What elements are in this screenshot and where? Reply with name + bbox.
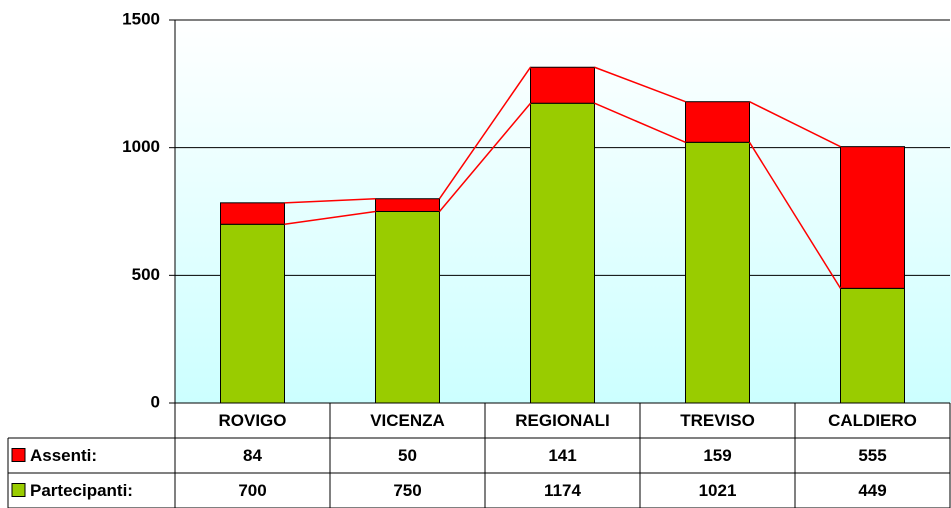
series-line: [438, 102, 532, 212]
legend-label: Partecipanti:: [30, 481, 133, 500]
table-value: 141: [548, 446, 576, 465]
series-line: [749, 101, 841, 148]
series-line: [284, 210, 376, 226]
table-value: 555: [858, 446, 886, 465]
bar-segment: [220, 223, 285, 404]
bar-segment: [840, 287, 905, 404]
x-tick-label: REGIONALI: [515, 411, 609, 430]
table-value: 750: [393, 481, 421, 500]
x-tick-label: VICENZA: [370, 411, 445, 430]
table-value: 449: [858, 481, 886, 500]
bar-segment: [375, 211, 440, 404]
bar-segment: [685, 101, 750, 143]
series-line: [748, 141, 842, 289]
table-value: 1021: [699, 481, 737, 500]
series-line: [594, 66, 686, 103]
table-value: 84: [243, 446, 262, 465]
x-tick-label: CALDIERO: [828, 411, 917, 430]
y-tick-label: 1500: [122, 9, 160, 28]
y-tick-label: 0: [151, 392, 160, 411]
legend-key: [11, 483, 26, 497]
y-tick-label: 500: [132, 265, 160, 284]
y-tick-label: 1000: [122, 137, 160, 156]
table-value: 1174: [544, 481, 581, 500]
bar-segment: [220, 202, 285, 225]
bar-segment: [530, 102, 595, 404]
table-value: 159: [703, 446, 731, 465]
table-value: 700: [238, 481, 266, 500]
x-tick-label: TREVISO: [680, 411, 755, 430]
bar-segment: [685, 141, 750, 404]
series-line: [594, 102, 686, 143]
table-value: 50: [398, 446, 417, 465]
series-line: [438, 66, 532, 200]
x-tick-label: ROVIGO: [218, 411, 286, 430]
bar-segment: [530, 66, 595, 104]
bar-segment: [840, 146, 905, 289]
legend-label: Assenti:: [30, 446, 97, 465]
legend-key: [11, 448, 26, 462]
series-line: [284, 197, 376, 204]
bar-segment: [375, 198, 440, 213]
